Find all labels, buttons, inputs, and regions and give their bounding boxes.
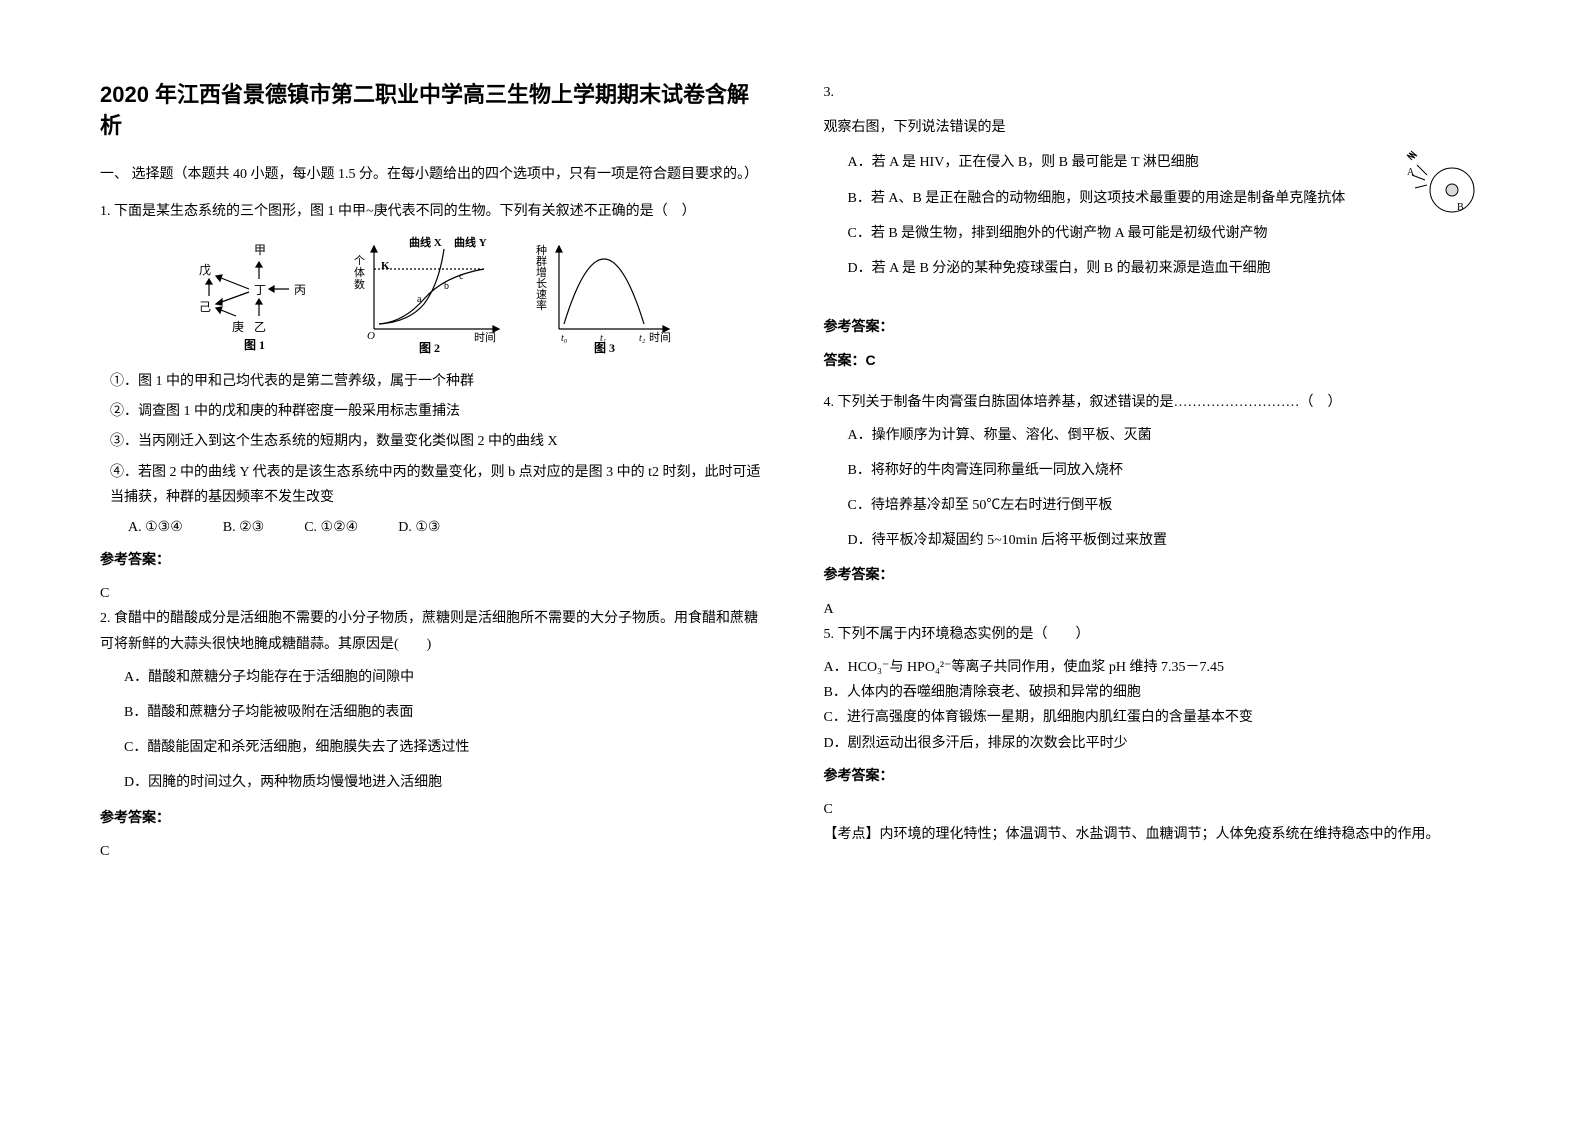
q1-optC: C. ①②④ (304, 515, 358, 540)
q4-options: A．操作顺序为计算、称量、溶化、倒平板、灭菌 B．将称好的牛肉膏连同称量纸一同放… (848, 423, 1488, 554)
q4-optD: D．待平板冷却凝固约 5~10min 后将平板倒过来放置 (848, 528, 1488, 553)
fig2-ylabel: 个体数 (354, 254, 365, 291)
svg-text:乙: 乙 (254, 320, 266, 334)
figure-2: K a b c 曲线 X 曲线 Y 个体数 O 时间 图 2 (349, 234, 514, 354)
svg-text:K: K (381, 260, 390, 272)
q5-optD: D．剧烈运动出很多汗后，排尿的次数会比平时少 (824, 731, 1488, 756)
q3-optC: C．若 B 是微生物，排到细胞外的代谢产物 A 最可能是初级代谢产物 (848, 221, 1488, 246)
svg-text:B: B (1457, 202, 1464, 213)
cell-diagram-icon: A B (1397, 150, 1487, 220)
svg-text:己: 己 (199, 300, 211, 314)
svg-text:O: O (367, 330, 375, 342)
q2-optC: C．醋酸能固定和杀死活细胞，细胞膜失去了选择透过性 (124, 735, 764, 760)
svg-text:A: A (1407, 167, 1415, 178)
q4-answer: A (824, 597, 1488, 622)
q2-text: 2. 食醋中的醋酸成分是活细胞不需要的小分子物质，蔗糖则是活细胞所不需要的大分子… (100, 606, 764, 656)
q1-optA: A. ①③④ (128, 515, 183, 540)
q2-answer-label: 参考答案： (100, 806, 764, 831)
q5-answer-label: 参考答案： (824, 764, 1488, 789)
svg-text:a: a (417, 294, 422, 305)
figure-3: 种群增长速率 t₀ t₁ t₂ 时间 图 3 (534, 234, 679, 354)
q5-optC: C．进行高强度的体育锻炼一星期，肌细胞内肌红蛋白的含量基本不变 (824, 705, 1488, 730)
q5-optA: A．HCO₃⁻与 HPO₄²⁻等离子共同作用，使血浆 pH 维持 7.35－7.… (824, 655, 1488, 680)
svg-text:庚: 庚 (232, 319, 244, 334)
q1-figures: 甲 丙 丁 乙 戊 己 庚 图 1 K a b (100, 234, 764, 354)
q5-text: 5. 下列不属于内环境稳态实例的是（ ） (824, 622, 1488, 647)
svg-text:t₂: t₂ (639, 333, 646, 344)
q5-answer: C (824, 797, 1488, 822)
svg-text:丙: 丙 (294, 283, 306, 297)
q2-answer: C (100, 839, 764, 864)
svg-text:丁: 丁 (254, 283, 266, 297)
q4-optA: A．操作顺序为计算、称量、溶化、倒平板、灭菌 (848, 423, 1488, 448)
q5-optB: B．人体内的吞噬细胞清除衰老、破损和异常的细胞 (824, 680, 1488, 705)
q4-text: 4. 下列关于制备牛肉膏蛋白胨固体培养基，叙述错误的是………………………（ ） (824, 390, 1488, 415)
q5-note: 【考点】内环境的理化特性；体温调节、水盐调节、血糖调节；人体免疫系统在维持稳态中… (824, 822, 1488, 847)
svg-text:甲: 甲 (254, 243, 266, 257)
svg-text:t₀: t₀ (561, 333, 568, 344)
q4-optC: C．待培养基冷却至 50℃左右时进行倒平板 (848, 493, 1488, 518)
q3-optB: B．若 A、B 是正在融合的动物细胞，则这项技术最重要的用途是制备单克隆抗体 (848, 186, 1488, 211)
document-title: 2020 年江西省景德镇市第二职业中学高三生物上学期期末试卷含解析 (100, 80, 764, 142)
svg-text:时间: 时间 (649, 331, 671, 344)
svg-text:曲线 Y: 曲线 Y (454, 235, 487, 249)
q1-optB: B. ②③ (223, 515, 264, 540)
figure-1: 甲 丙 丁 乙 戊 己 庚 图 1 (184, 234, 329, 354)
section-header: 一、 选择题（本题共 40 小题，每小题 1.5 分。在每小题给出的四个选项中，… (100, 162, 764, 187)
q4-optB: B．将称好的牛肉膏连同称量纸一同放入烧杯 (848, 458, 1488, 483)
fig2-label: 图 2 (419, 341, 440, 354)
q1-text: 1. 下面是某生态系统的三个图形，图 1 中甲~庚代表不同的生物。下列有关叙述不… (100, 199, 764, 224)
q3-intro: 观察右图，下列说法错误的是 (824, 115, 1488, 140)
q1-optD: D. ①③ (398, 515, 440, 540)
q3-answer-label: 参考答案： (824, 315, 1488, 340)
q2-options: A．醋酸和蔗糖分子均能存在于活细胞的间隙中 B．醋酸和蔗糖分子均能被吸附在活细胞… (124, 665, 764, 796)
q3-options: A．若 A 是 HIV，正在侵入 B，则 B 最可能是 T 淋巴细胞 B．若 A… (848, 150, 1488, 281)
svg-text:时间: 时间 (474, 331, 496, 344)
q4-answer-label: 参考答案： (824, 563, 1488, 588)
q1-s2: ②．调查图 1 中的戊和庚的种群密度一般采用标志重捕法 (110, 399, 764, 424)
svg-text:c: c (459, 271, 464, 282)
q1-s4: ④．若图 2 中的曲线 Y 代表的是该生态系统中丙的数量变化，则 b 点对应的是… (110, 460, 764, 510)
q1-answer-label: 参考答案： (100, 548, 764, 573)
q2-optB: B．醋酸和蔗糖分子均能被吸附在活细胞的表面 (124, 700, 764, 725)
q1-s1: ①．图 1 中的甲和己均代表的是第二营养级，属于一个种群 (110, 369, 764, 394)
q1-answer: C (100, 581, 764, 606)
svg-text:戊: 戊 (199, 263, 211, 277)
svg-text:曲线 X: 曲线 X (409, 235, 442, 249)
q3-optD: D．若 A 是 B 分泌的某种免疫球蛋白，则 B 的最初来源是造血干细胞 (848, 256, 1488, 281)
q1-s3: ③．当丙刚迁入到这个生态系统的短期内，数量变化类似图 2 中的曲线 X (110, 429, 764, 454)
q3-optA: A．若 A 是 HIV，正在侵入 B，则 B 最可能是 T 淋巴细胞 (848, 150, 1488, 175)
fig1-label: 图 1 (244, 338, 265, 352)
right-column: 3. 观察右图，下列说法错误的是 A B A．若 A 是 HIV，正在侵入 B，… (824, 80, 1488, 1082)
fig3-ylabel: 种群增长速率 (536, 243, 547, 312)
q1-options: A. ①③④ B. ②③ C. ①②④ D. ①③ (128, 515, 764, 540)
q3-answer: 答案：C (824, 348, 1488, 373)
q3-num: 3. (824, 80, 1488, 105)
fig3-label: 图 3 (594, 341, 615, 354)
svg-text:b: b (444, 281, 449, 292)
left-column: 2020 年江西省景德镇市第二职业中学高三生物上学期期末试卷含解析 一、 选择题… (100, 80, 764, 1082)
q2-optA: A．醋酸和蔗糖分子均能存在于活细胞的间隙中 (124, 665, 764, 690)
q2-optD: D．因腌的时间过久，两种物质均慢慢地进入活细胞 (124, 770, 764, 795)
